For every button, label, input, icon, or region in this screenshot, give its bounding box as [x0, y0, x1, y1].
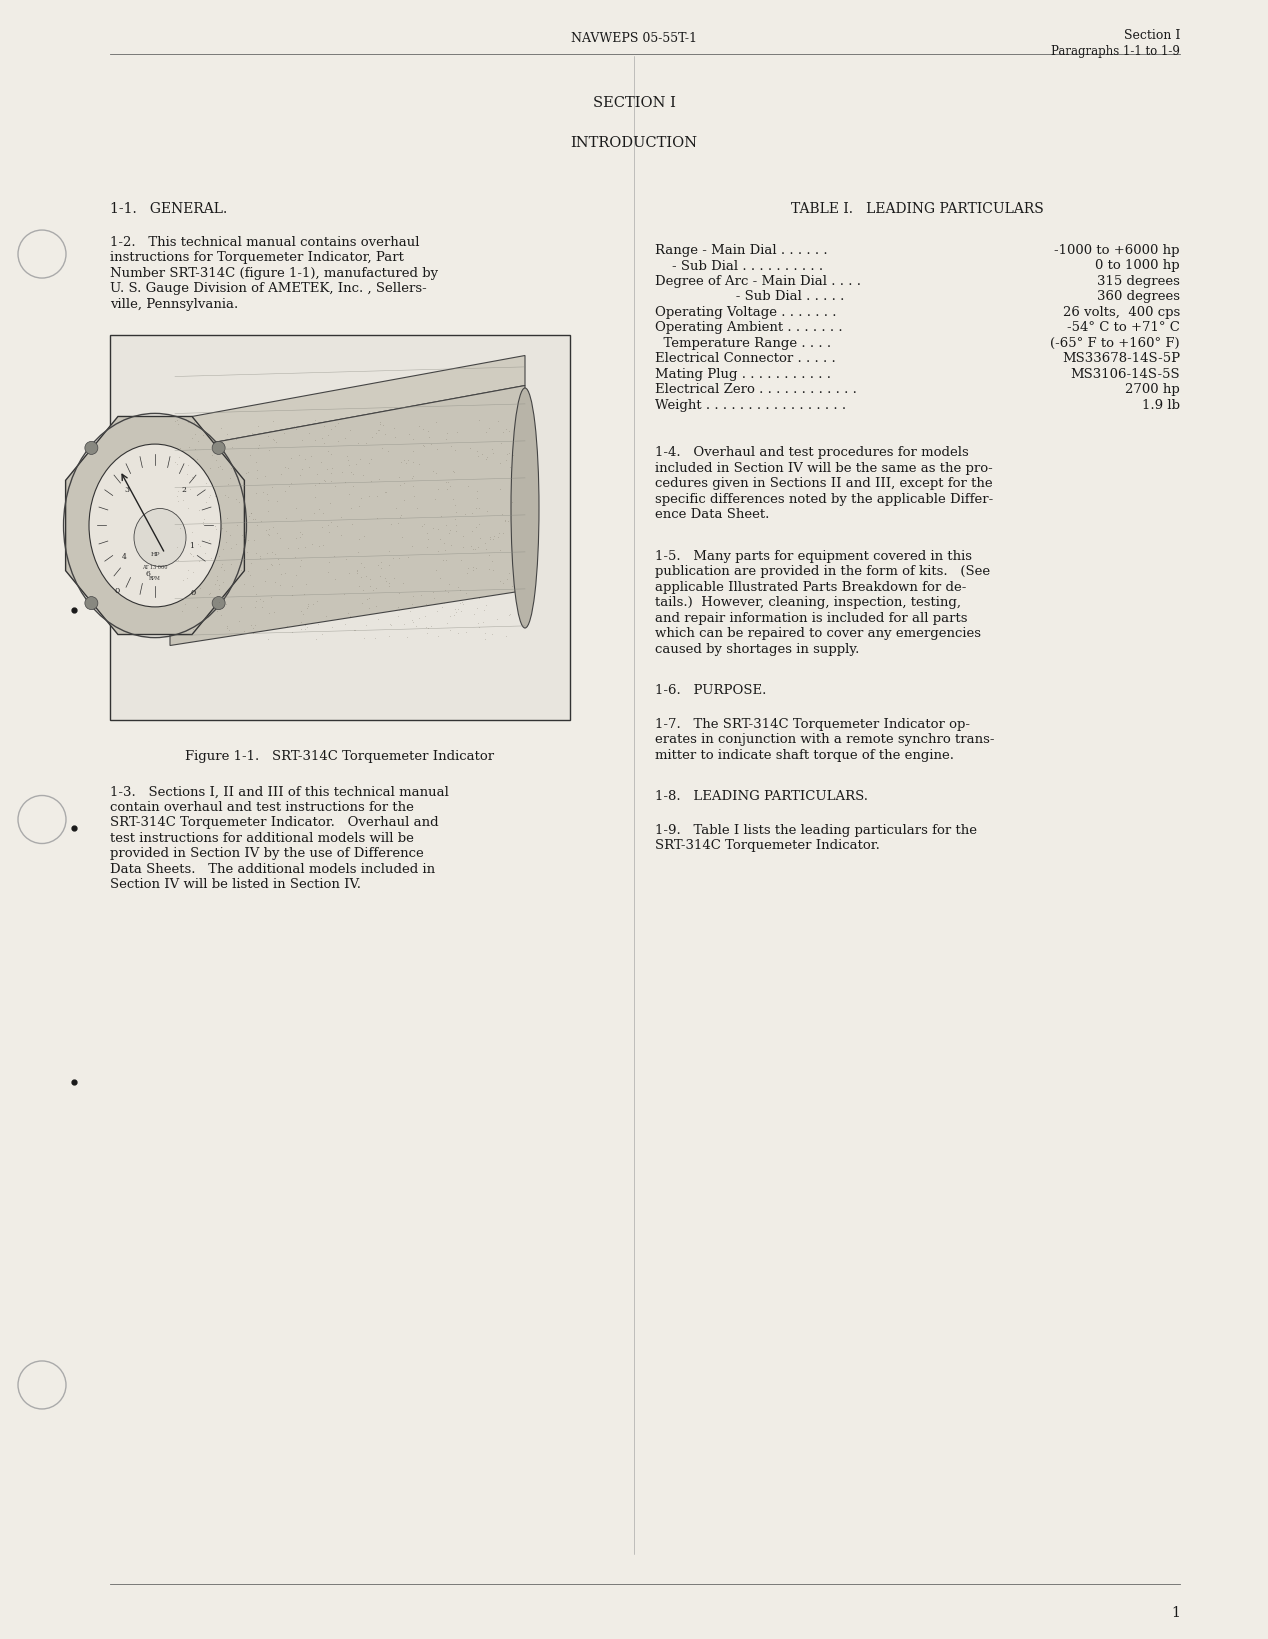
Text: 1-9.   Table I lists the leading particulars for the: 1-9. Table I lists the leading particula… [656, 824, 978, 838]
Text: ville, Pennsylvania.: ville, Pennsylvania. [110, 298, 238, 311]
Text: Operating Ambient . . . . . . .: Operating Ambient . . . . . . . [656, 321, 843, 334]
Text: 4: 4 [122, 554, 127, 562]
Text: 6: 6 [146, 570, 151, 579]
Text: Weight . . . . . . . . . . . . . . . . .: Weight . . . . . . . . . . . . . . . . . [656, 398, 846, 411]
Text: 1-2.   This technical manual contains overhaul: 1-2. This technical manual contains over… [110, 236, 420, 249]
Text: which can be repaired to cover any emergencies: which can be repaired to cover any emerg… [656, 628, 981, 641]
Text: Section I: Section I [1123, 30, 1181, 43]
Text: NAVWEPS 05-55T-1: NAVWEPS 05-55T-1 [571, 33, 697, 44]
Circle shape [212, 441, 226, 454]
Text: erates in conjunction with a remote synchro trans-: erates in conjunction with a remote sync… [656, 734, 994, 746]
Text: Range - Main Dial . . . . . .: Range - Main Dial . . . . . . [656, 244, 828, 257]
Text: 1.9 lb: 1.9 lb [1142, 398, 1181, 411]
Text: Electrical Zero . . . . . . . . . . . .: Electrical Zero . . . . . . . . . . . . [656, 384, 857, 397]
Text: 1: 1 [1172, 1606, 1181, 1619]
Text: instructions for Torquemeter Indicator, Part: instructions for Torquemeter Indicator, … [110, 251, 404, 264]
Text: 1-7.   The SRT-314C Torquemeter Indicator op-: 1-7. The SRT-314C Torquemeter Indicator … [656, 718, 970, 731]
Text: Mating Plug . . . . . . . . . . .: Mating Plug . . . . . . . . . . . [656, 369, 831, 380]
Text: Number SRT-314C (figure 1-1), manufactured by: Number SRT-314C (figure 1-1), manufactur… [110, 267, 439, 280]
Text: 1-5.   Many parts for equipment covered in this: 1-5. Many parts for equipment covered in… [656, 551, 973, 564]
Circle shape [85, 441, 98, 454]
Text: 1-6.   PURPOSE.: 1-6. PURPOSE. [656, 685, 766, 698]
Text: 1: 1 [189, 543, 194, 551]
Text: U. S. Gauge Division of AMETEK, Inc. , Sellers-: U. S. Gauge Division of AMETEK, Inc. , S… [110, 282, 427, 295]
Text: publication are provided in the form of kits.   (See: publication are provided in the form of … [656, 565, 990, 579]
Text: 1-3.   Sections I, II and III of this technical manual: 1-3. Sections I, II and III of this tech… [110, 785, 449, 798]
Text: (-65° F to +160° F): (-65° F to +160° F) [1050, 338, 1181, 351]
Text: cedures given in Sections II and III, except for the: cedures given in Sections II and III, ex… [656, 477, 993, 490]
Text: specific differences noted by the applicable Differ-: specific differences noted by the applic… [656, 493, 993, 506]
Ellipse shape [89, 444, 221, 606]
Text: - Sub Dial . . . . . . . . . .: - Sub Dial . . . . . . . . . . [656, 259, 823, 272]
Text: mitter to indicate shaft torque of the engine.: mitter to indicate shaft torque of the e… [656, 749, 954, 762]
Text: applicable Illustrated Parts Breakdown for de-: applicable Illustrated Parts Breakdown f… [656, 580, 966, 593]
Text: 1-1.   GENERAL.: 1-1. GENERAL. [110, 202, 227, 216]
Text: included in Section IV will be the same as the pro-: included in Section IV will be the same … [656, 462, 993, 475]
Text: - Sub Dial . . . . .: - Sub Dial . . . . . [656, 290, 844, 303]
Text: SECTION I: SECTION I [592, 97, 676, 110]
Polygon shape [66, 416, 245, 634]
Text: 1-4.   Overhaul and test procedures for models: 1-4. Overhaul and test procedures for mo… [656, 446, 969, 459]
Bar [110, 336, 571, 721]
Circle shape [85, 597, 98, 610]
Text: Section IV will be listed in Section IV.: Section IV will be listed in Section IV. [110, 879, 361, 892]
Text: 0 to 1000 hp: 0 to 1000 hp [1096, 259, 1181, 272]
Text: 3: 3 [124, 487, 129, 495]
Text: 315 degrees: 315 degrees [1097, 275, 1181, 288]
Text: provided in Section IV by the use of Difference: provided in Section IV by the use of Dif… [110, 847, 424, 860]
Text: 1-8.   LEADING PARTICULARS.: 1-8. LEADING PARTICULARS. [656, 790, 869, 803]
Text: AT 13 000: AT 13 000 [142, 565, 167, 570]
Text: 0: 0 [114, 587, 119, 595]
Text: 360 degrees: 360 degrees [1097, 290, 1181, 303]
Text: test instructions for additional models will be: test instructions for additional models … [110, 833, 413, 846]
Text: caused by shortages in supply.: caused by shortages in supply. [656, 642, 860, 656]
Text: SRT-314C Torquemeter Indicator.: SRT-314C Torquemeter Indicator. [656, 839, 880, 852]
Text: Temperature Range . . . .: Temperature Range . . . . [656, 338, 831, 351]
Text: 2: 2 [181, 487, 186, 495]
Text: ence Data Sheet.: ence Data Sheet. [656, 508, 770, 521]
Text: MS3106-14S-5S: MS3106-14S-5S [1070, 369, 1181, 380]
Text: SRT-314C Torquemeter Indicator.   Overhaul and: SRT-314C Torquemeter Indicator. Overhaul… [110, 816, 439, 829]
Text: HP: HP [150, 551, 160, 557]
Text: RPM: RPM [150, 577, 161, 582]
Text: TABLE I.   LEADING PARTICULARS: TABLE I. LEADING PARTICULARS [791, 202, 1044, 216]
Text: Paragraphs 1-1 to 1-9: Paragraphs 1-1 to 1-9 [1051, 44, 1181, 57]
Text: contain overhaul and test instructions for the: contain overhaul and test instructions f… [110, 801, 413, 815]
Text: and repair information is included for all parts: and repair information is included for a… [656, 611, 967, 624]
Text: -54° C to +71° C: -54° C to +71° C [1068, 321, 1181, 334]
Polygon shape [170, 385, 525, 646]
Text: MS33678-14S-5P: MS33678-14S-5P [1061, 352, 1181, 365]
Circle shape [212, 597, 226, 610]
Text: INTRODUCTION: INTRODUCTION [571, 136, 697, 151]
Text: Electrical Connector . . . . .: Electrical Connector . . . . . [656, 352, 836, 365]
Ellipse shape [511, 388, 539, 628]
Text: Figure 1-1.   SRT-314C Torquemeter Indicator: Figure 1-1. SRT-314C Torquemeter Indicat… [185, 751, 495, 764]
Text: Degree of Arc - Main Dial . . . .: Degree of Arc - Main Dial . . . . [656, 275, 861, 288]
Text: 0: 0 [190, 590, 195, 598]
Text: tails.)  However, cleaning, inspection, testing,: tails.) However, cleaning, inspection, t… [656, 597, 961, 610]
Text: -1000 to +6000 hp: -1000 to +6000 hp [1055, 244, 1181, 257]
Text: Operating Voltage . . . . . . .: Operating Voltage . . . . . . . [656, 306, 837, 320]
Ellipse shape [134, 508, 186, 567]
Text: Data Sheets.   The additional models included in: Data Sheets. The additional models inclu… [110, 864, 435, 875]
Text: 2700 hp: 2700 hp [1125, 384, 1181, 397]
Text: 26 volts,  400 cps: 26 volts, 400 cps [1063, 306, 1181, 320]
Polygon shape [170, 356, 525, 451]
